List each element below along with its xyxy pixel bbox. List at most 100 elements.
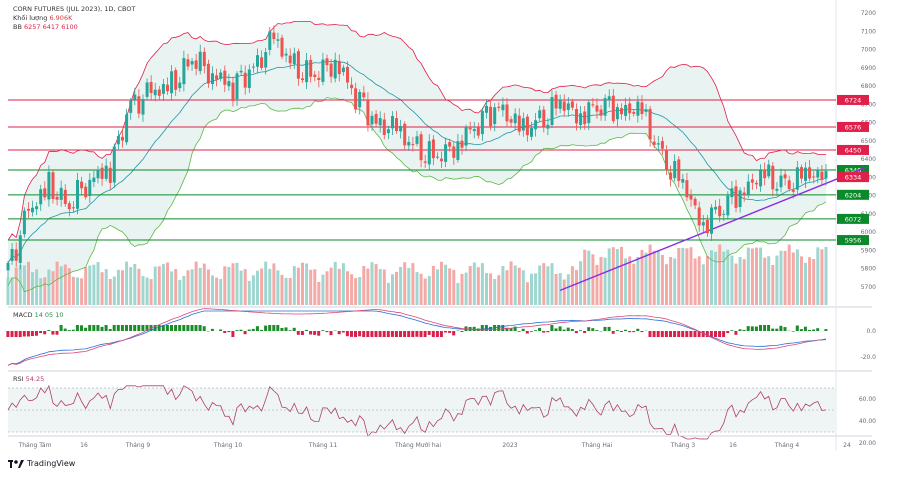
candle-body (796, 167, 799, 189)
volume-bar (276, 270, 279, 305)
volume-bar (628, 256, 631, 305)
volume-value: 6.906K (49, 14, 72, 22)
macd-histogram-bar (117, 325, 120, 331)
volume-bar (268, 269, 271, 305)
macd-histogram-bar (755, 327, 758, 332)
candle-body (763, 170, 766, 179)
volume-bar (187, 270, 190, 305)
volume-bar (52, 271, 55, 305)
volume-bar (461, 274, 464, 305)
candle-body (187, 59, 190, 66)
macd-histogram-bar (211, 329, 214, 331)
time-tick-label: 24 (843, 442, 851, 449)
macd-histogram-bar (178, 325, 181, 331)
macd-histogram-bar (105, 325, 108, 331)
price-tick-label: 5800 (861, 266, 876, 273)
price-level-label: 6450 (845, 146, 862, 154)
candle-body (485, 106, 488, 113)
volume-bar (76, 277, 79, 305)
macd-histogram-bar (534, 330, 537, 331)
macd-histogram-bar (92, 325, 95, 331)
volume-bar (23, 266, 26, 306)
volume-bar (812, 259, 815, 305)
macd-histogram-bar (309, 331, 312, 335)
candle-body (526, 117, 529, 136)
volume-bar (47, 270, 50, 306)
volume-bar (403, 262, 406, 305)
volume-bar (673, 258, 676, 305)
macd-histogram-bar (195, 325, 198, 331)
macd-histogram-bar (669, 331, 672, 337)
macd-histogram-bar (121, 325, 124, 331)
volume-bar (211, 276, 214, 306)
macd-histogram-bar (305, 330, 308, 331)
macd-histogram-bar (174, 325, 177, 331)
macd-legend: MACD 14 05 10 (13, 311, 64, 320)
volume-bar (526, 282, 529, 305)
rsi-tick-label: 40.00 (859, 418, 876, 425)
candle-body (530, 128, 533, 137)
macd-histogram-bar (223, 331, 226, 333)
volume-bar (240, 271, 243, 305)
volume-bar (645, 253, 648, 305)
volume-bar (743, 259, 746, 305)
macd-histogram-bar (796, 326, 799, 332)
volume-bar (80, 278, 83, 305)
macd-histogram-bar (375, 331, 378, 337)
volume-bar (555, 274, 558, 305)
macd-histogram-bar (370, 331, 373, 337)
macd-histogram-bar (252, 329, 255, 331)
candle-body (718, 206, 721, 216)
candle-body (387, 129, 390, 133)
volume-bar (133, 264, 136, 305)
candle-body (366, 99, 369, 125)
volume-bar (264, 262, 267, 305)
volume-bar (784, 251, 787, 305)
volume-bar (305, 264, 308, 306)
volume-bar (297, 268, 300, 305)
volume-bar (501, 266, 504, 305)
candle-body (514, 114, 517, 124)
candle-body (600, 110, 603, 116)
candle-body (710, 208, 713, 234)
candle-body (133, 95, 136, 100)
macd-histogram-bar (489, 327, 492, 331)
candle-body (88, 180, 91, 196)
macd-histogram-bar (640, 331, 643, 332)
macd-histogram-bar (101, 327, 104, 331)
macd-histogram-bar (428, 331, 431, 335)
candle-body (60, 188, 63, 200)
candle-body (735, 186, 738, 208)
candle-body (101, 168, 104, 179)
time-tick-label: Tháng 9 (125, 442, 151, 449)
volume-bar (7, 278, 10, 306)
candle-body (461, 141, 464, 148)
tradingview-logo[interactable]: TradingView (8, 459, 75, 468)
volume-bar (60, 266, 63, 305)
candle-body (293, 53, 296, 64)
macd-histogram-bar (276, 325, 279, 331)
volume-bar (293, 266, 296, 305)
volume-bar (792, 253, 795, 306)
macd-histogram-bar (808, 330, 811, 331)
macd-histogram-bar (804, 327, 807, 331)
volume-bar (285, 278, 288, 305)
macd-histogram-bar (379, 331, 382, 337)
candle-body (665, 150, 668, 171)
price-level-label: 6576 (845, 123, 862, 131)
candle-body (542, 110, 545, 127)
candle-body (346, 67, 349, 83)
macd-histogram-bar (722, 331, 725, 337)
candle-body (436, 157, 439, 158)
volume-label: Khối lượng (13, 14, 47, 22)
macd-histogram-bar (685, 331, 688, 337)
candle-body (76, 180, 79, 209)
volume-bar (632, 264, 635, 305)
macd-histogram-bar (387, 331, 390, 337)
macd-histogram-bar (501, 325, 504, 331)
volume-bar (624, 259, 627, 306)
volume-bar (825, 247, 828, 305)
candle-body (510, 119, 513, 122)
macd-histogram-bar (616, 330, 619, 331)
macd-line (8, 311, 826, 365)
